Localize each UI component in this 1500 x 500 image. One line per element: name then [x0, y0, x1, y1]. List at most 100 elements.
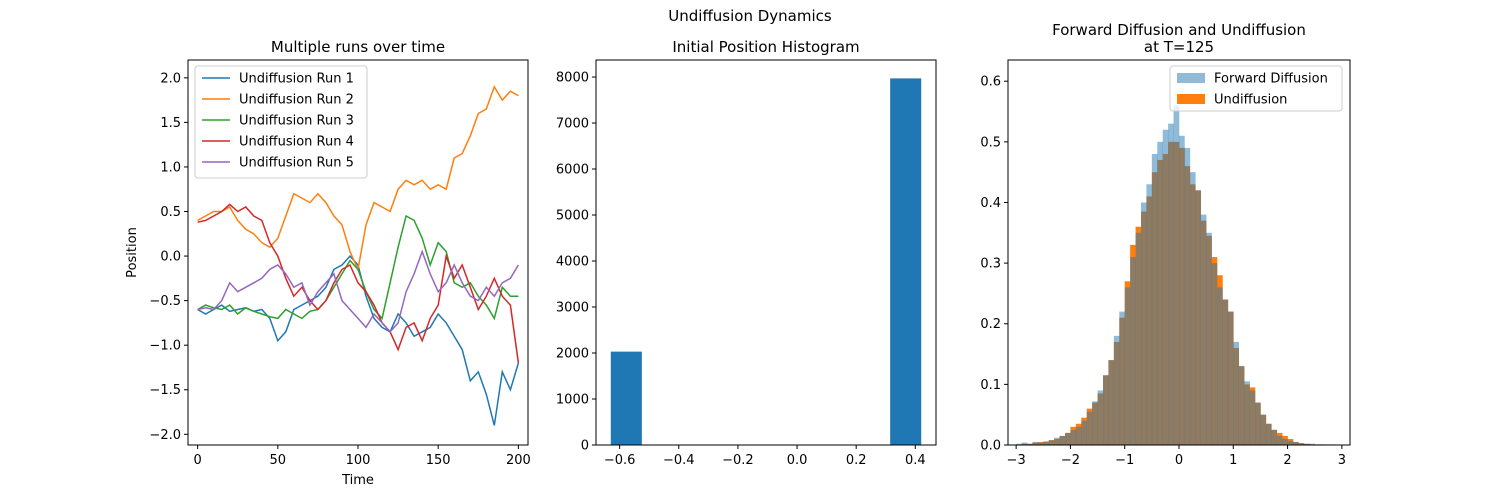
y-tick-label: 7000: [556, 117, 589, 132]
subplot-title: Initial Position Histogram: [672, 38, 859, 56]
x-tick-label: −1: [1115, 453, 1134, 468]
histogram-bar: [1157, 141, 1164, 445]
x-axis-label: Time: [341, 473, 374, 488]
y-tick-label: −0.5: [149, 294, 181, 309]
legend-label: Undiffusion Run 5: [239, 156, 354, 171]
histogram-bar: [1141, 202, 1147, 445]
histogram-bar: [1260, 414, 1267, 445]
histogram-bar: [1021, 442, 1028, 445]
histogram-bar: [1119, 311, 1126, 445]
histogram-bar: [1168, 123, 1174, 446]
x-tick-label: −0.2: [722, 453, 754, 468]
histogram-bar: [1238, 366, 1245, 445]
x-tick-label: −0.6: [604, 453, 636, 468]
histogram-bar: [1162, 129, 1169, 445]
histogram-bar: [1287, 440, 1294, 445]
histogram-bar: [610, 351, 642, 445]
histogram-bar: [1173, 105, 1180, 445]
x-tick-label: 2: [1283, 453, 1291, 468]
histogram-bar: [1054, 437, 1060, 445]
histogram-bar: [1189, 172, 1196, 446]
axes-frame-top: [1007, 59, 1351, 446]
histogram-bar: [1200, 214, 1207, 445]
y-tick-label: 0.5: [980, 135, 1001, 150]
histogram-bar: [1303, 443, 1310, 445]
series-line-run-4: [197, 203, 520, 364]
histogram-bar: [1211, 263, 1218, 445]
y-tick-label: −1.0: [149, 339, 181, 354]
series-line-run-5: [197, 249, 520, 333]
legend-swatch: [1177, 94, 1205, 104]
histogram-bar: [1282, 438, 1288, 445]
histogram-bar: [1086, 411, 1093, 445]
legend-box: [194, 65, 368, 179]
histogram-bar: [1217, 287, 1223, 445]
x-tick-label: −3: [1007, 453, 1026, 468]
legend-label: Undiffusion Run 3: [239, 114, 354, 129]
legend-label: Undiffusion: [1214, 93, 1287, 108]
histogram-bar: [1179, 135, 1185, 445]
y-tick-label: 5000: [556, 209, 589, 224]
y-tick-label: 0.6: [980, 75, 1001, 90]
x-tick-label: 0.0: [787, 453, 808, 468]
y-tick-label: 0.3: [980, 257, 1001, 272]
subplot-title-line: Forward Diffusion and Undiffusion: [1052, 21, 1306, 39]
histogram-bar: [1309, 443, 1316, 445]
axes-frame-top: [595, 59, 937, 446]
histogram-bar: [1227, 311, 1234, 445]
histogram-bar: [1151, 153, 1158, 445]
histogram-bar: [1130, 257, 1136, 445]
histogram-bar: [1293, 441, 1299, 445]
subplot-title: Forward Diffusion and Undiffusion at T=12…: [1052, 21, 1306, 56]
subplot-title-line: Multiple runs over time: [271, 38, 445, 56]
legend-swatch: [1177, 73, 1205, 83]
y-tick-label: 0: [581, 439, 589, 454]
histogram-bar: [890, 78, 922, 445]
histogram-bar: [1059, 435, 1066, 445]
histogram-bar: [1206, 232, 1212, 445]
x-tick-label: 0.4: [905, 453, 926, 468]
y-tick-label: 2000: [556, 347, 589, 362]
y-tick-label: 0.2: [980, 317, 1001, 332]
histogram-bar: [1233, 341, 1240, 445]
x-tick-label: 0.2: [846, 453, 867, 468]
subplot-title: Multiple runs over time: [271, 38, 445, 56]
figure-suptitle: Undiffusion Dynamics: [668, 7, 832, 25]
histogram-bar: [1255, 402, 1261, 445]
histogram-bar: [1070, 429, 1077, 445]
histogram-bar: [1222, 299, 1229, 445]
y-tick-label: 8000: [556, 71, 589, 86]
y-tick-label: 0.0: [160, 250, 181, 265]
y-tick-label: 3000: [556, 301, 589, 316]
x-tick-label: −2: [1061, 453, 1080, 468]
x-tick-label: −0.4: [663, 453, 695, 468]
x-tick-label: 1: [1229, 453, 1237, 468]
y-axis-label: Position: [125, 227, 140, 278]
histogram-bar: [1298, 443, 1305, 445]
histogram-bar: [1184, 147, 1191, 445]
histogram-bar: [1244, 381, 1250, 445]
histogram-bar: [1032, 441, 1039, 445]
y-tick-label: 0.4: [980, 196, 1001, 211]
histogram-bar: [1065, 432, 1071, 445]
histogram-bar: [1249, 390, 1256, 445]
histogram-bar: [1037, 442, 1044, 445]
histogram-bar: [1097, 390, 1104, 445]
histogram-bar: [1043, 441, 1050, 445]
histogram-bar: [1103, 375, 1109, 445]
histogram-bar: [1081, 420, 1088, 445]
histogram-bar: [1124, 287, 1131, 445]
x-tick-label: 0: [193, 453, 201, 468]
histogram-bar: [1276, 435, 1283, 445]
y-tick-label: 0.0: [980, 439, 1001, 454]
series-line-run-3: [197, 214, 519, 321]
histogram-bar: [1135, 232, 1142, 445]
y-tick-label: −2.0: [149, 428, 181, 443]
axes-frame: [187, 59, 529, 446]
x-tick-label: 50: [270, 453, 287, 468]
y-tick-label: 1000: [556, 393, 589, 408]
subplot-title-line: Initial Position Histogram: [672, 38, 859, 56]
x-tick-label: 0: [1175, 453, 1183, 468]
x-tick-label: 3: [1338, 453, 1346, 468]
histogram-bar: [1075, 426, 1082, 445]
